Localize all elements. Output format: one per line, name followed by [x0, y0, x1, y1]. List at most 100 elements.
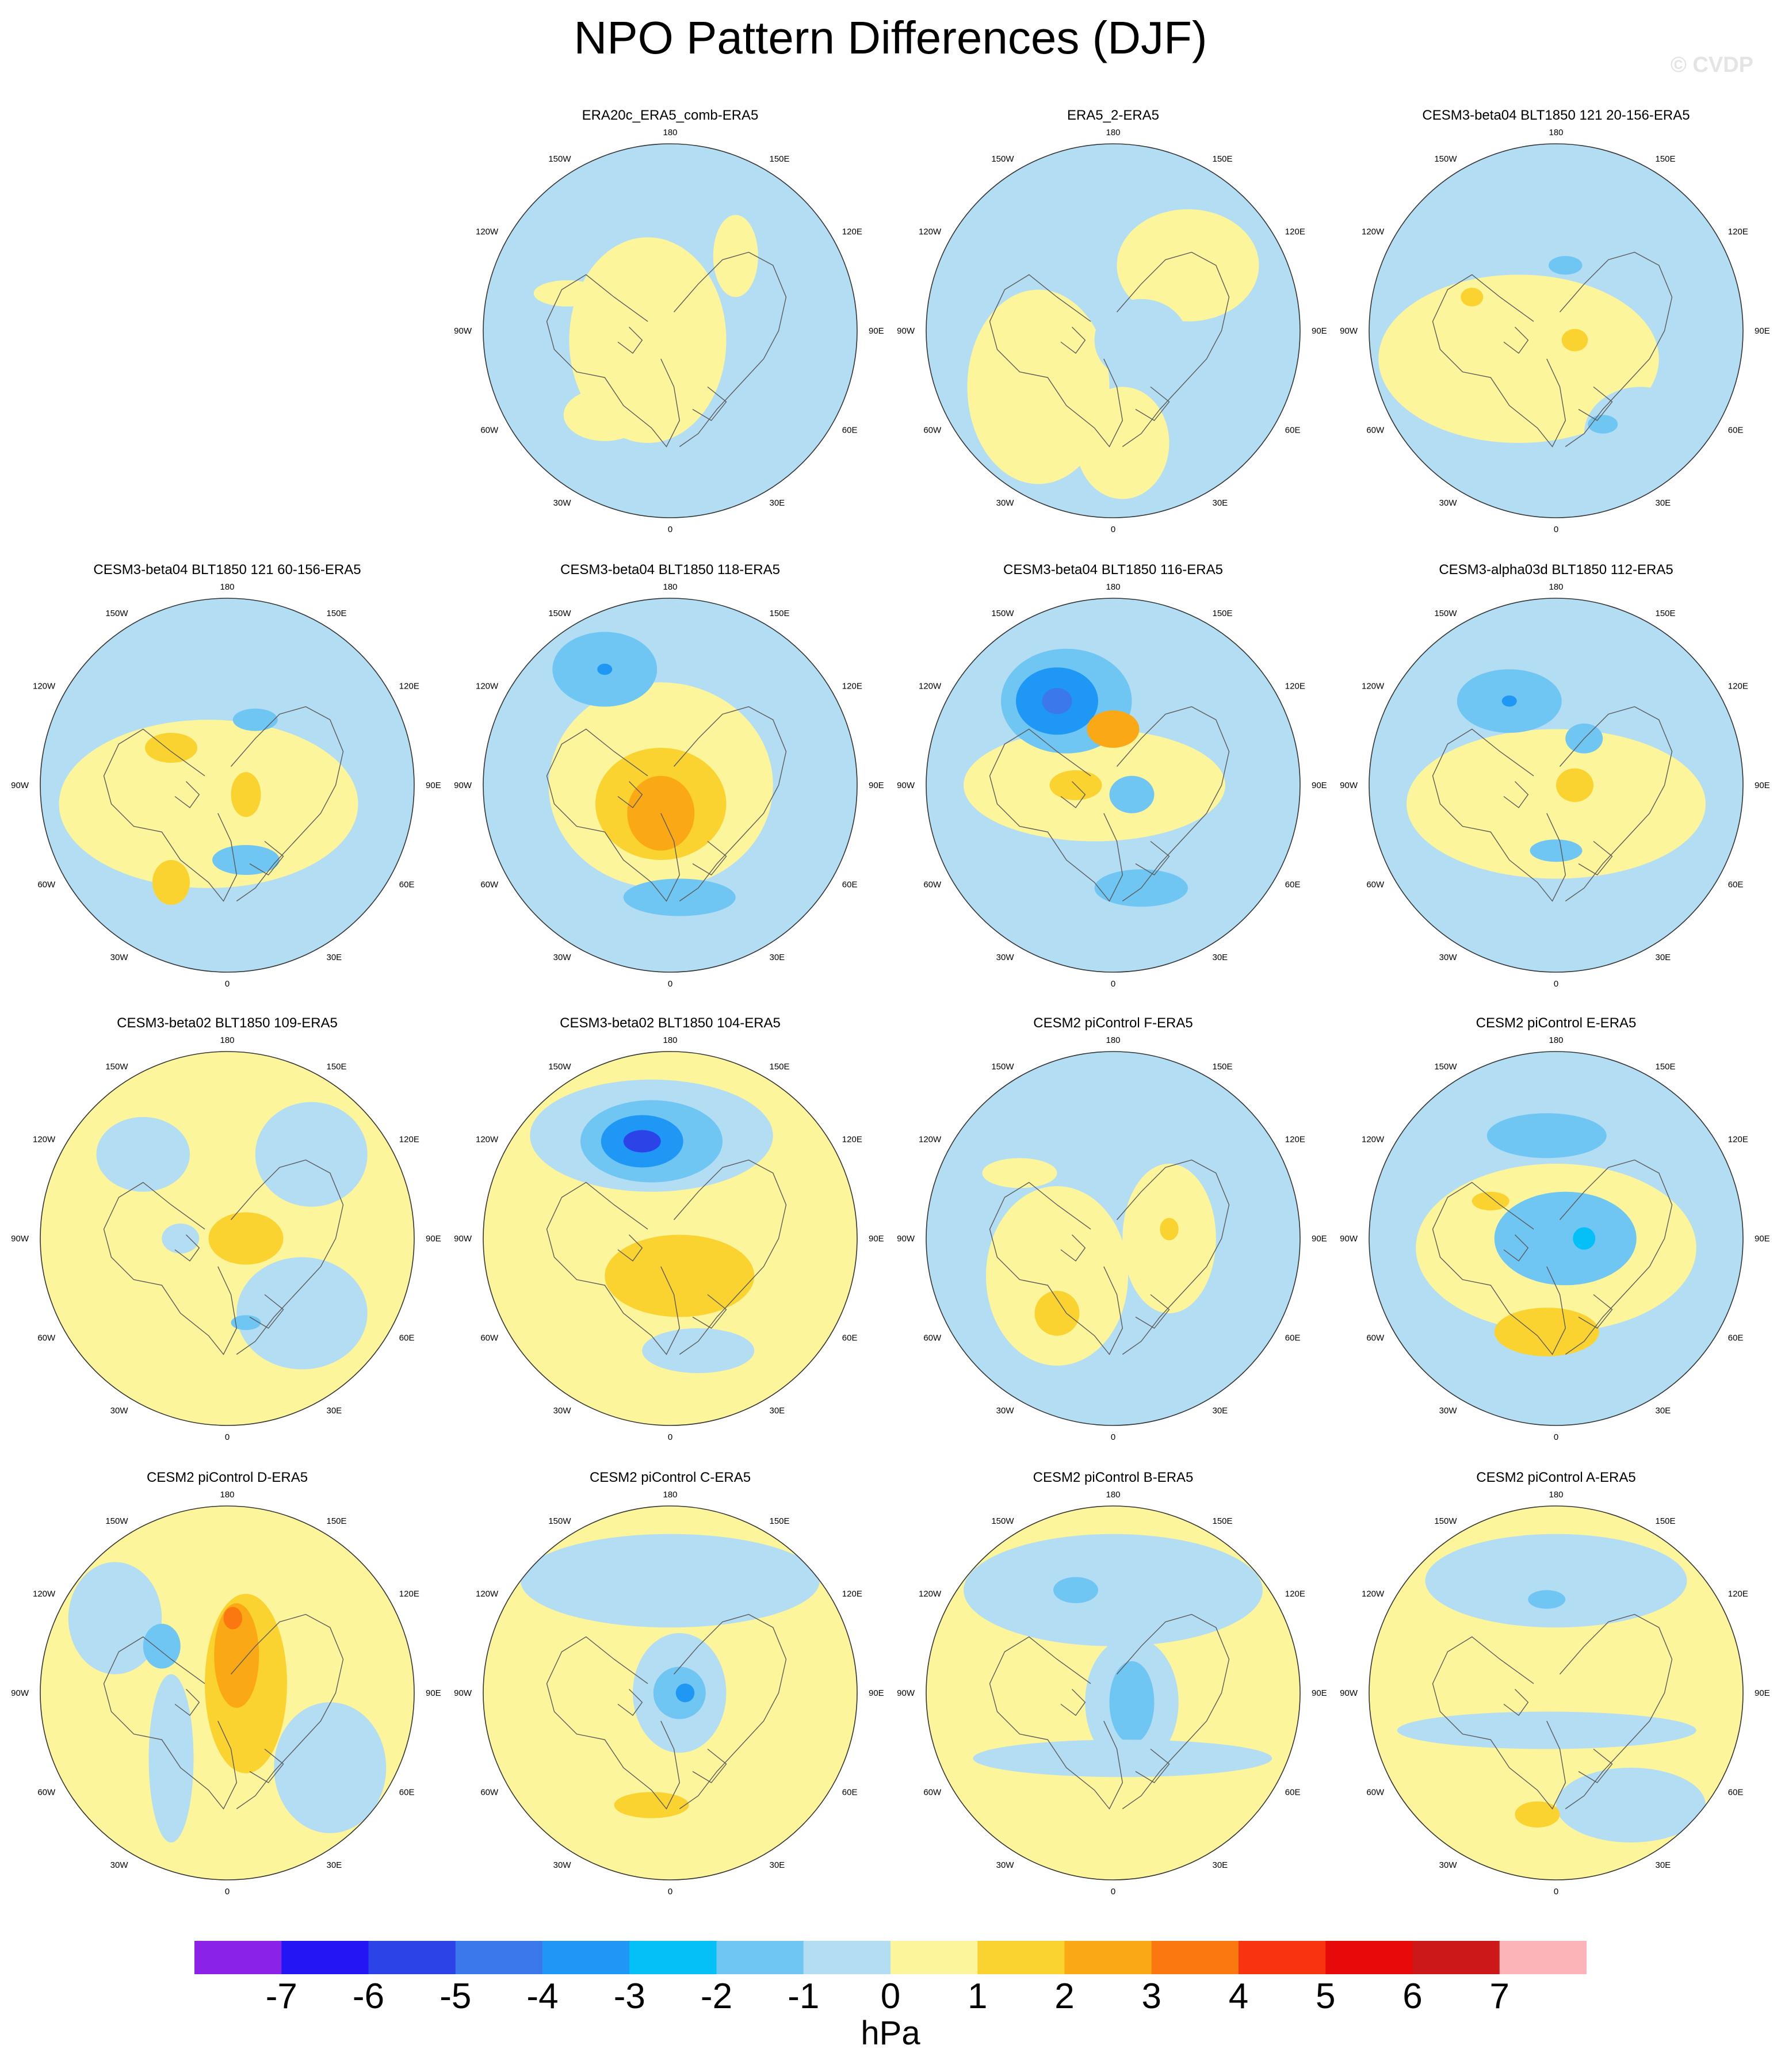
longitude-label: 90W: [1340, 1234, 1358, 1244]
colorbar-tick-label: 6: [1402, 1977, 1423, 2016]
longitude-label: 60E: [1728, 426, 1744, 435]
pressure-anomaly-contour: [675, 1683, 695, 1703]
pressure-anomaly-contour: [982, 1158, 1057, 1188]
longitude-label: 30W: [553, 1860, 572, 1870]
longitude-label: 0: [225, 979, 230, 989]
map-boundary: [926, 598, 1301, 973]
longitude-label: 30E: [1656, 953, 1671, 962]
colorbar-tick-label: -3: [613, 1977, 645, 2016]
longitude-label: 150E: [770, 1062, 790, 1072]
longitude-label: 150W: [991, 609, 1014, 618]
longitude-label: 60W: [480, 1788, 499, 1798]
pressure-anomaly-contour: [1087, 710, 1140, 748]
longitude-label: 90W: [11, 781, 29, 790]
longitude-label: 60E: [1728, 1788, 1744, 1798]
coastline: [1060, 1689, 1086, 1716]
map-panel: CESM3-beta02 BLT1850 104-ERA5 180 150E 120E…: [454, 1015, 884, 1442]
longitude-label: 60W: [923, 1333, 942, 1343]
colorbar-segment: [455, 1941, 543, 1974]
panel-title: CESM2 piControl F-ERA5: [1033, 1015, 1193, 1031]
panel-title: CESM3-beta02 BLT1850 104-ERA5: [560, 1015, 781, 1031]
panel-title: CESM2 piControl C-ERA5: [590, 1470, 751, 1485]
coastline: [1503, 1234, 1529, 1261]
longitude-label: 60E: [399, 1333, 415, 1343]
pressure-anomaly-contour: [1425, 1534, 1687, 1628]
longitude-label: 150E: [770, 154, 790, 164]
colorbar-tick-label: 7: [1489, 1977, 1510, 2016]
colorbar-units: hPa: [861, 2014, 920, 2052]
colorbar-tick-label: 2: [1054, 1977, 1075, 2016]
pressure-anomaly-contour: [1530, 839, 1583, 862]
pressure-anomaly-contour: [1573, 1227, 1596, 1250]
coastline: [617, 327, 643, 354]
coastline: [1432, 1636, 1566, 1810]
panel-title: ERA5_2-ERA5: [1067, 108, 1159, 123]
longitude-label: 30W: [996, 1860, 1015, 1870]
map-boundary: [1369, 598, 1744, 973]
pressure-anomaly-contour: [1109, 775, 1155, 813]
map-boundary: [40, 598, 415, 973]
coastline: [989, 1636, 1123, 1810]
pressure-anomaly-contour: [1556, 1768, 1706, 1842]
longitude-label: 120E: [1285, 682, 1305, 691]
pressure-anomaly-contour: [642, 1328, 755, 1373]
longitude-label: 30E: [1656, 1860, 1671, 1870]
pressure-anomaly-contour: [236, 1257, 368, 1370]
pressure-anomaly-contour: [143, 1623, 181, 1669]
pressure-anomaly-contour: [59, 720, 358, 888]
colorbar-segment: [368, 1941, 456, 1974]
map-boundary: [1369, 1051, 1744, 1426]
pressure-anomaly-contour: [152, 860, 190, 905]
coastline: [103, 1636, 238, 1810]
coastline: [617, 1689, 643, 1716]
pressure-anomaly-contour: [1494, 1191, 1637, 1286]
coastline: [174, 781, 200, 808]
longitude-label: 90E: [1755, 1234, 1770, 1244]
map-boundary: [926, 1051, 1301, 1426]
coastline: [1116, 706, 1230, 902]
longitude-label: 180: [1549, 1035, 1563, 1045]
longitude-label: 0: [1554, 979, 1558, 989]
panel-title: CESM2 piControl B-ERA5: [1033, 1470, 1194, 1485]
longitude-label: 120W: [919, 1589, 942, 1599]
longitude-label: 180: [1549, 128, 1563, 137]
pressure-anomaly-contour: [162, 1224, 200, 1253]
longitude-label: 120W: [476, 1589, 499, 1599]
longitude-label: 120W: [919, 1135, 942, 1145]
longitude-label: 150E: [1656, 1516, 1676, 1526]
coastline: [546, 1182, 681, 1355]
longitude-label: 0: [668, 1887, 672, 1897]
longitude-label: 90E: [426, 1688, 441, 1698]
colorbar-segment: [716, 1941, 804, 1974]
longitude-label: 60W: [923, 426, 942, 435]
coastline: [1116, 251, 1230, 448]
longitude-label: 180: [663, 1490, 677, 1500]
longitude-label: 30W: [110, 953, 129, 962]
longitude-label: 60W: [480, 1333, 499, 1343]
pressure-anomaly-contour: [623, 1130, 661, 1153]
pressure-anomaly-contour: [1486, 1113, 1607, 1159]
coastline: [692, 386, 727, 421]
map-boundary: [483, 1051, 858, 1426]
longitude-label: 120W: [919, 227, 942, 237]
longitude-label: 90E: [1755, 326, 1770, 336]
pressure-anomaly-contour: [1094, 299, 1188, 381]
longitude-label: 120E: [1728, 1589, 1748, 1599]
coastline: [546, 1636, 681, 1810]
coastline: [989, 1182, 1123, 1355]
longitude-label: 180: [1106, 1035, 1120, 1045]
longitude-label: 30W: [1439, 953, 1458, 962]
coastline: [249, 840, 284, 876]
longitude-label: 150E: [327, 1516, 347, 1526]
map-panel: ERA20c_ERA5_comb-ERA5 180 150E 120E 90E 60E 30…: [454, 108, 884, 534]
pressure-anomaly-contour: [232, 708, 278, 731]
coastline: [1432, 1182, 1566, 1355]
pressure-anomaly-contour: [1515, 1801, 1560, 1828]
map-panel: CESM2 piControl B-ERA5 180 150E 120E 90E 60E 3…: [897, 1470, 1327, 1897]
coastline: [989, 728, 1123, 902]
longitude-label: 60E: [399, 880, 415, 890]
pressure-anomaly-contour: [1117, 209, 1259, 322]
longitude-label: 180: [663, 1035, 677, 1045]
panel-title: CESM3-alpha03d BLT1850 112-ERA5: [1439, 562, 1673, 578]
colorbar-segment: [542, 1941, 630, 1974]
